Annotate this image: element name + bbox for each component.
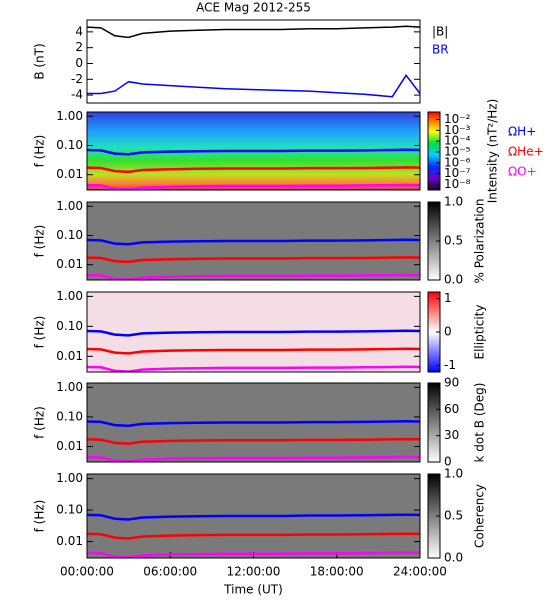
plot-frame [86,473,421,559]
series-group [87,238,420,280]
y-tick-label: 0.10 [56,409,83,423]
line [87,73,420,98]
gyrofrequency-line [87,273,420,280]
x-tick-label: 24:00:00 [393,565,447,579]
series-group [87,513,420,558]
y-tick-label: 0.01 [56,167,83,181]
y-tick-label: 0.01 [56,349,83,363]
colorbar-tick-label: 90 [444,376,459,390]
gyrofrequency-line [87,329,420,337]
y-tick-label: 0 [75,56,83,70]
x-axis-label: Time (UT) [223,583,283,597]
gyrofrequency-line [87,551,420,558]
y-tick-label: 1.00 [56,109,83,123]
colorbar-tick-label: 10⁻⁶ [444,155,471,169]
x-tick-label: 12:00:00 [227,565,281,579]
colorbar-tick-label: 10⁻³ [444,123,471,137]
colorbar-tick-label: 60 [444,402,459,416]
legend-label: ΩH+ [508,125,536,139]
gyrofrequency-line [87,365,420,372]
y-tick-label: 1.00 [56,380,83,394]
y-tick-label: 0.01 [56,534,83,548]
gyrofrequency-line [87,183,420,190]
series-group [87,25,420,98]
y-axis-label: f (Hz) [33,225,47,258]
line [87,25,420,39]
colorbar-tick-label: 1 [444,291,452,305]
gyrofrequency-line [87,455,420,462]
colorbar-tick-label: 1.0 [444,467,463,481]
colorbar-tick-label: 10⁻⁸ [444,177,471,191]
colorbar-tick-label: 30 [444,428,459,442]
colorbar-tick-label: 0.5 [444,509,463,523]
colorbar-tick-label: 0 [444,325,452,339]
colorbar-tick-label: 10⁻⁷ [444,166,471,180]
x-tick-label: 18:00:00 [310,565,364,579]
y-tick-label: 0.10 [56,228,83,242]
y-axis-label: f (Hz) [33,406,47,439]
legend-label: BR [432,43,449,57]
colorbar-tick-label: 10⁻⁴ [444,134,471,148]
y-tick-label: 1.00 [56,471,83,485]
chart-title: ACE Mag 2012-255 [196,1,311,15]
series-group [87,148,420,190]
y-tick-label: 2 [75,40,83,54]
y-axis-label: f (Hz) [33,135,47,168]
gyrofrequency-line [87,148,420,156]
y-axis-label: f (Hz) [33,500,47,533]
y-tick-label: 4 [75,24,83,38]
y-tick-label: 0.01 [56,439,83,453]
colorbar-tick-label: 0.0 [444,273,463,287]
y-tick-label: 0.10 [56,319,83,333]
gyrofrequency-line [87,238,420,246]
colorbar-tick-label: 0 [444,455,452,469]
gyrofrequency-line [87,513,420,521]
y-axis-label: B (nT) [33,43,47,79]
colorbar-label: Intensity (nT²/Hz) [486,99,500,204]
x-tick-label: 00:00:00 [60,565,114,579]
colorbar-tick-label: 0.5 [444,234,463,248]
colorbar-label: k dot B (Deg) [473,383,487,463]
y-tick-label: 1.00 [56,199,83,213]
gyrofrequency-line [87,532,420,540]
colorbar-label: % Polarization [473,199,487,284]
gyrofrequency-line [87,420,420,428]
gyrofrequency-line [87,256,420,264]
colorbar-tick-label: 10⁻² [444,112,471,126]
y-tick-label: 0.10 [56,503,83,517]
gyrofrequency-line [87,166,420,174]
x-tick-label: 06:00:00 [143,565,197,579]
colorbar-label: Ellipticity [473,305,487,360]
plot-frame [86,19,421,104]
y-tick-label: 0.10 [56,138,83,152]
plot-frame [86,111,421,191]
colorbar-tick-label: 10⁻⁵ [444,144,471,158]
plot-frame [86,382,421,463]
y-tick-label: -4 [71,88,83,102]
plot-frame [86,291,421,373]
colorbar [427,111,441,191]
colorbar-tick-label: -1 [444,358,456,372]
gyrofrequency-line [87,437,420,445]
gyrofrequency-line [87,347,420,355]
series-group [87,329,420,372]
plot-frame [86,201,421,281]
colorbar-label: Coherency [473,484,487,548]
legend-label: |B| [432,25,448,39]
y-tick-label: -2 [71,72,83,86]
colorbar-tick-label: 0.0 [444,551,463,565]
series-group [87,420,420,462]
legend-label: ΩO+ [508,165,537,179]
y-axis-label: f (Hz) [33,316,47,349]
colorbar [427,382,441,463]
legend-label: ΩHe+ [508,145,544,159]
y-tick-label: 0.01 [56,257,83,271]
y-tick-label: 1.00 [56,289,83,303]
colorbar-tick-label: 1.0 [444,195,463,209]
